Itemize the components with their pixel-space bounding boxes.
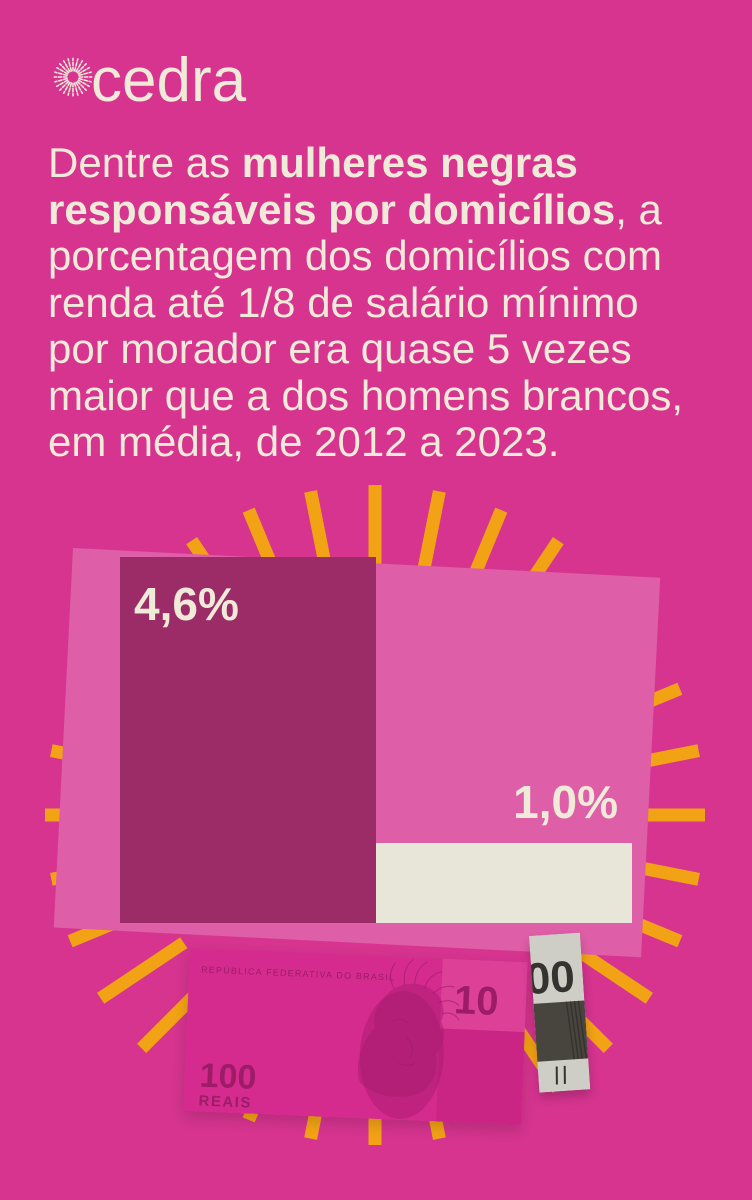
svg-text:100: 100 (199, 1057, 257, 1097)
svg-text:00: 00 (529, 952, 576, 1004)
svg-text:REAIS: REAIS (198, 1093, 252, 1112)
svg-text:10: 10 (453, 978, 499, 1024)
